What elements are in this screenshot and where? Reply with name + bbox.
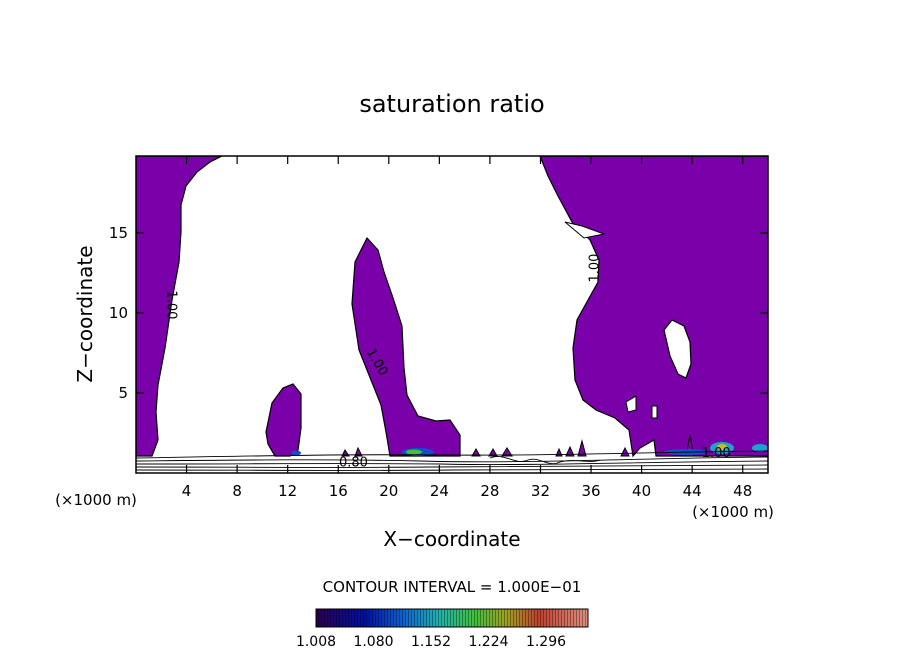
high-ratio-pocket — [406, 449, 422, 455]
x-axis-units: (×1000 m) — [55, 491, 137, 509]
clear-sliver-right — [651, 405, 658, 419]
clear-notch-right — [564, 221, 606, 239]
x-tick-label: 4 — [182, 482, 192, 500]
x-tick-label: 32 — [531, 482, 550, 500]
y-tick-label: 15 — [109, 224, 128, 242]
y-tick-label: 10 — [109, 304, 128, 322]
high-ratio-pocket — [291, 450, 301, 456]
cell-blob — [555, 447, 563, 457]
x-tick-label: 40 — [632, 482, 651, 500]
supersaturated-region-column-12km — [265, 383, 302, 457]
colorbar-tick-label: 1.008 — [296, 634, 336, 650]
plot-frame — [135, 155, 769, 474]
chart-title: saturation ratio — [359, 90, 544, 118]
high-ratio-pocket — [752, 444, 768, 452]
x-tick-label: 16 — [329, 482, 348, 500]
contour-label: 1.00 — [702, 446, 731, 461]
x-axis-label: X−coordinate — [383, 527, 520, 551]
contour-label: 1.00 — [588, 254, 603, 283]
x-axis: 4 8 12 16 20 24 28 32 36 40 44 48 — [182, 156, 752, 500]
clear-bay-right — [625, 395, 637, 413]
contour-label: 1.00 — [164, 290, 179, 319]
x-tick-label: 20 — [379, 482, 398, 500]
clear-hole-right — [663, 319, 692, 379]
x-tick-label: 8 — [232, 482, 242, 500]
colorbar-tick-label: 1.152 — [411, 634, 451, 650]
colorbar-tick-label: 1.296 — [526, 634, 566, 650]
colorbar-tick-labels: 1.008 1.080 1.152 1.224 1.296 — [296, 634, 566, 650]
cell-blob — [488, 447, 498, 457]
high-ratio-pocket — [717, 444, 727, 450]
cell-blob — [577, 439, 587, 457]
plot-area — [136, 156, 768, 471]
x-tick-label: 48 — [733, 482, 752, 500]
cell-blob — [354, 446, 363, 457]
cell-blob — [341, 449, 350, 457]
colorbar: 1.008 1.080 1.152 1.224 1.296 — [296, 608, 589, 650]
surface-contour-lines — [136, 450, 768, 471]
x-tick-label: 24 — [430, 482, 449, 500]
colorbar-stripes — [316, 609, 588, 627]
cell-blob — [565, 445, 575, 457]
x-tick-label: 44 — [683, 482, 702, 500]
y-axis: 5 10 15 — [109, 224, 768, 402]
z-axis-units: (×1000 m) — [692, 503, 774, 521]
x-tick-label: 12 — [278, 482, 297, 500]
x-tick-label: 28 — [480, 482, 499, 500]
x-tick-label: 36 — [581, 482, 600, 500]
colorbar-tick-label: 1.224 — [468, 634, 508, 650]
y-axis-label: Z−coordinate — [73, 245, 97, 382]
supersaturated-region-column-20km — [351, 236, 461, 457]
cell-blob — [620, 446, 630, 457]
contour-interval-text: CONTOUR INTERVAL = 1.000E−01 — [323, 578, 582, 596]
y-tick-label: 5 — [118, 384, 128, 402]
supersaturated-region-left — [136, 156, 223, 457]
cell-blob — [471, 447, 481, 457]
colorbar-tick-label: 1.080 — [353, 634, 393, 650]
cell-blob — [501, 447, 513, 457]
contour-label: 0.80 — [339, 456, 368, 471]
